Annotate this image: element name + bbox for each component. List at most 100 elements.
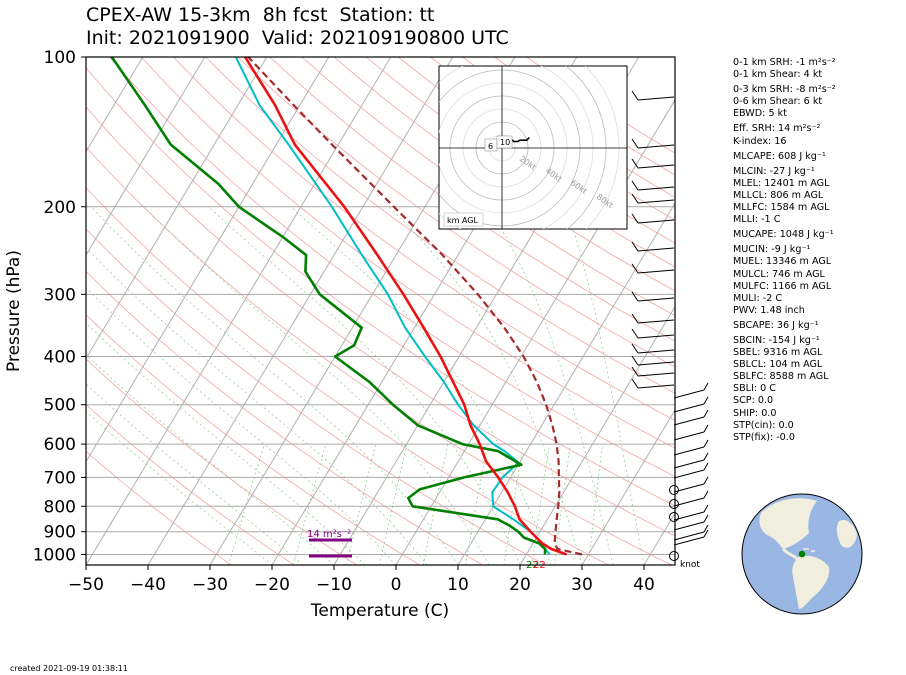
station-marker <box>798 550 806 558</box>
barb-flag <box>703 490 709 499</box>
isotherm <box>86 57 330 463</box>
barb-flag <box>631 180 639 191</box>
hodograph-frame <box>438 65 628 230</box>
barb-shaft <box>673 431 705 441</box>
wind-barb <box>631 343 675 354</box>
wind-barb <box>631 263 675 274</box>
parameter-item: MULCL: 746 m AGL <box>733 268 825 280</box>
dry-adiabat <box>86 450 232 565</box>
parameter-item: EBWD: 5 kt <box>733 108 787 120</box>
temperature-profile <box>243 57 568 556</box>
title-line-2: Init: 2021091900 Valid: 202109190800 UTC <box>86 27 509 49</box>
x-tick-label: −40 <box>130 575 166 595</box>
y-tick-label: 200 <box>44 198 76 218</box>
moist-adiabat <box>486 206 614 565</box>
wind-barb <box>673 424 709 441</box>
parameter-item: MLLFC: 1584 m AGL <box>733 202 830 214</box>
barb-flag <box>703 476 709 485</box>
moist-adiabat <box>86 247 428 565</box>
barb-flag <box>703 504 709 513</box>
parameter-item: MULFC: 1166 m AGL <box>733 280 832 292</box>
x-axis-label: Temperature (C) <box>310 601 449 621</box>
srh-label: 14 m²s⁻² <box>307 529 351 540</box>
dry-adiabat <box>86 67 675 507</box>
hodograph-label-box-10 <box>496 135 513 149</box>
barb-shaft <box>637 319 675 324</box>
isotherm <box>395 99 675 565</box>
dry-adiabat <box>86 403 295 565</box>
y-tick-label: 800 <box>44 497 76 517</box>
barb-shaft <box>637 297 675 302</box>
isotherm <box>147 57 454 565</box>
chart-title: CPEX-AW 15-3km 8h fcst Station: tt Init: … <box>86 4 509 50</box>
profile-lines <box>110 57 583 556</box>
wind-barb <box>631 291 675 302</box>
wind-barb <box>631 158 675 169</box>
wind-barb <box>631 241 675 252</box>
parameter-item: SBCIN: -154 J kg⁻¹ <box>733 334 820 346</box>
parameter-item: MLCAPE: 608 J kg⁻¹ <box>733 150 826 162</box>
barb-shaft <box>637 334 675 339</box>
barb-shaft <box>673 483 705 493</box>
barb-flag <box>703 382 709 391</box>
y-tick-label: 700 <box>44 468 76 488</box>
x-tick-label: 10 <box>447 575 469 595</box>
barb-shaft <box>637 186 675 191</box>
location-globe <box>741 493 863 615</box>
x-tick-label: 30 <box>571 575 593 595</box>
dry-adiabat <box>173 57 675 421</box>
moist-adiabat <box>86 287 397 565</box>
parameter-item: 0-1 km Shear: 4 kt <box>733 69 823 81</box>
parameter-item: 0-1 km SRH: -1 m²s⁻² <box>733 57 836 68</box>
wind-barb <box>631 180 675 191</box>
barb-flag <box>631 241 639 252</box>
wind-barb <box>673 524 709 541</box>
barb-flag <box>631 313 639 324</box>
wind-barb <box>673 514 709 531</box>
barb-flag <box>631 378 639 389</box>
barb-flag <box>631 291 639 302</box>
barb-shaft <box>637 349 675 354</box>
dry-adiabat <box>237 57 675 368</box>
wind-barb <box>673 529 709 546</box>
barb-shaft <box>673 416 705 426</box>
parameter-item: MUCIN: -9 J kg⁻¹ <box>733 244 811 256</box>
barb-flag <box>703 409 709 418</box>
wind-barb <box>673 396 709 413</box>
moist-adiabat <box>143 206 490 565</box>
barb-flag <box>703 396 709 405</box>
barb-shaft <box>673 536 705 546</box>
barb-shaft <box>637 219 675 224</box>
barb-shaft <box>637 199 675 204</box>
y-tick-label: 900 <box>44 523 76 543</box>
globe-south-america <box>792 555 830 609</box>
barb-flag <box>631 213 639 224</box>
y-tick-label: 600 <box>44 435 76 455</box>
barb-shaft <box>673 531 705 541</box>
parameter-item: 0-6 km Shear: 6 kt <box>733 96 823 108</box>
parameter-item: SBEL: 9316 m AGL <box>733 347 823 359</box>
hodograph-inset: 20kt 40kt 60kt 80kt 6 10 km AGL <box>438 65 628 230</box>
dry-adiabat <box>86 270 483 565</box>
barb-flag <box>703 524 709 533</box>
parameter-item: MLLCL: 806 m AGL <box>733 189 824 201</box>
barb-shaft <box>673 459 705 469</box>
dry-adiabat <box>301 57 675 317</box>
barb-flag <box>703 424 709 433</box>
km-agl-label: km AGL <box>447 216 479 225</box>
y-tick-label: 400 <box>44 348 76 368</box>
isotherm <box>86 57 268 360</box>
isotherm <box>86 57 144 153</box>
moist-adiabat <box>86 410 273 565</box>
parameter-list: 0-1 km SRH: -1 m²s⁻² 0-1 km Shear: 4 kt 0-… <box>733 57 836 444</box>
barb-flag <box>703 439 709 448</box>
barb-shaft <box>637 372 675 377</box>
barb-shaft <box>673 469 705 479</box>
barb-shaft <box>637 361 675 366</box>
parameter-item: SCP: 0.0 <box>733 395 774 407</box>
calm-wind-circle <box>669 551 679 561</box>
moist-adiabat <box>86 354 335 565</box>
parameter-item: MLLI: -1 C <box>733 214 781 226</box>
parameter-item: MLEL: 12401 m AGL <box>733 177 830 189</box>
